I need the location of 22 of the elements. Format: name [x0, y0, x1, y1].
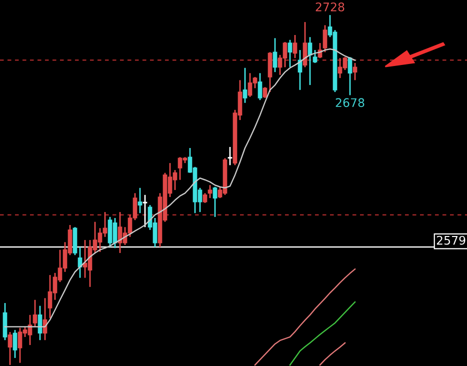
candlestick [202, 192, 208, 204]
candlestick [262, 86, 268, 99]
candlestick [312, 49, 318, 64]
candlestick [228, 146, 232, 166]
candlestick [142, 194, 148, 228]
annotation: 2728 [316, 2, 344, 12]
candlestick [288, 39, 292, 68]
candlestick [268, 51, 272, 93]
candlestick [322, 24, 328, 53]
candlestick [8, 331, 12, 366]
candlestick [258, 72, 262, 101]
candlestick [32, 299, 38, 328]
candlestick [352, 62, 358, 81]
annotation: 2678 [336, 98, 364, 108]
candlestick [272, 37, 278, 73]
candlestick [208, 184, 212, 199]
candlestick [242, 67, 248, 104]
candlestick [12, 329, 18, 359]
annotation: 2579 [436, 236, 466, 245]
candlestick [292, 34, 298, 59]
candlestick [138, 187, 142, 214]
candlestick [212, 186, 218, 218]
